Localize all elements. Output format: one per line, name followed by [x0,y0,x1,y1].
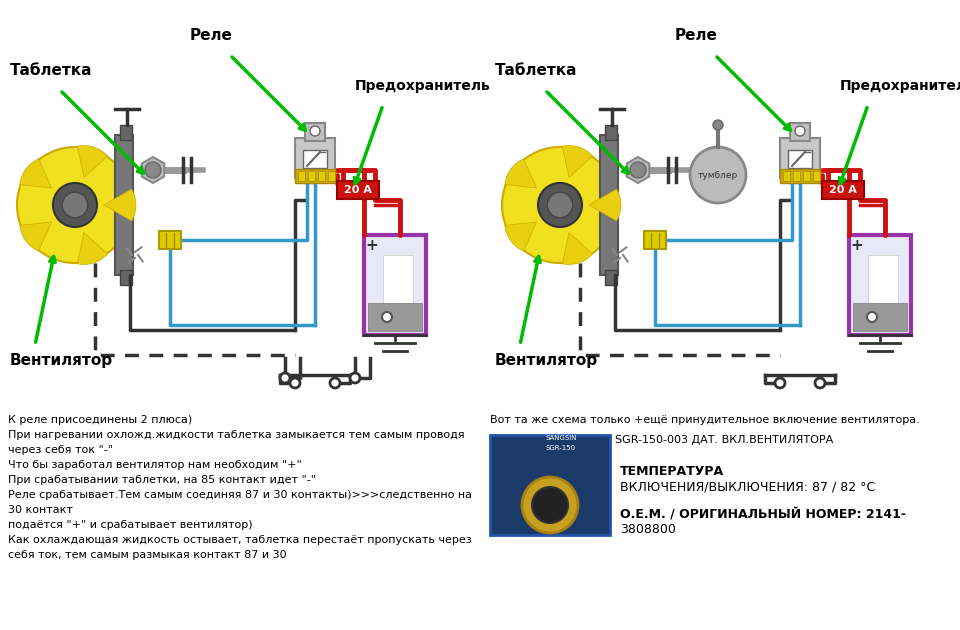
Text: SGR-150: SGR-150 [545,445,575,451]
Circle shape [532,487,568,523]
Bar [780,169,820,183]
Circle shape [290,378,300,388]
Bar [793,171,800,181]
Circle shape [538,183,582,227]
Bar [115,135,133,275]
Circle shape [522,477,578,533]
Wedge shape [505,222,537,251]
Bar [868,255,898,325]
Text: Таблетка: Таблетка [10,63,92,78]
Text: Предохранитель: Предохранитель [355,79,491,93]
Text: +: + [366,238,378,253]
Wedge shape [78,146,108,178]
Text: Предохранитель: Предохранитель [840,79,960,93]
Text: 20 А: 20 А [344,185,372,195]
Bar [600,135,618,275]
Bar [120,125,132,140]
Bar [783,171,790,181]
Wedge shape [20,159,52,188]
Bar [308,171,315,181]
Bar [295,138,335,178]
Circle shape [145,162,161,178]
Text: 3808800: 3808800 [620,523,676,536]
Wedge shape [563,146,592,178]
Bar [337,181,379,199]
Circle shape [280,373,290,383]
Text: Вентилятор: Вентилятор [495,353,598,368]
Wedge shape [589,189,621,221]
Text: 30 контакт: 30 контакт [8,505,73,515]
Text: SGR-150-003 ДАТ. ВКЛ.ВЕНТИЛЯТОРА: SGR-150-003 ДАТ. ВКЛ.ВЕНТИЛЯТОРА [615,435,833,445]
Bar [120,270,132,285]
Circle shape [17,147,133,263]
Wedge shape [104,189,136,221]
Text: Реле: Реле [190,28,233,43]
Circle shape [713,120,723,130]
Circle shape [310,126,320,136]
Text: Как охлаждающая жидкость остывает, таблетка перестаёт пропускать через: Как охлаждающая жидкость остывает, табле… [8,535,471,545]
Bar [298,171,305,181]
Text: SANGSIN: SANGSIN [545,435,577,441]
Bar [295,169,335,183]
Circle shape [795,126,805,136]
Bar [318,171,325,181]
Bar [853,303,907,331]
Circle shape [502,147,618,263]
Bar [644,231,666,249]
Circle shape [775,378,785,388]
Bar [788,150,812,168]
Bar [849,235,911,335]
Polygon shape [142,157,164,183]
Circle shape [547,192,573,218]
Bar [813,171,820,181]
Text: При нагревании охложд.жидкости таблетка замыкается тем самым проводя: При нагревании охложд.жидкости таблетка … [8,430,465,440]
Bar [822,181,864,199]
Text: Вентилятор: Вентилятор [10,353,113,368]
Bar [605,125,617,140]
Bar [159,231,181,249]
Text: Вот та же схема только +ещё принудительное включение вентилятора.: Вот та же схема только +ещё принудительн… [490,415,920,425]
Bar [790,123,810,141]
Circle shape [382,312,392,322]
Text: себя ток, тем самым размыкая контакт 87 и 30: себя ток, тем самым размыкая контакт 87 … [8,550,287,560]
Circle shape [630,162,646,178]
Circle shape [867,312,877,322]
Bar [305,123,325,141]
Circle shape [330,378,340,388]
Polygon shape [627,157,649,183]
Wedge shape [78,232,108,265]
Bar [328,171,335,181]
Wedge shape [505,159,537,188]
Wedge shape [563,232,592,265]
Text: Таблетка: Таблетка [495,63,578,78]
Bar [368,303,422,331]
Text: К реле присоединены 2 плюса): К реле присоединены 2 плюса) [8,415,192,425]
Text: подаётся "+" и срабатывает вентилятор): подаётся "+" и срабатывает вентилятор) [8,520,252,530]
Circle shape [690,147,746,203]
Circle shape [350,373,360,383]
Text: +: + [851,238,863,253]
Bar [383,255,413,325]
Text: Реле: Реле [675,28,718,43]
Text: При срабатывании таблетки, на 85 контакт идет "-": При срабатывании таблетки, на 85 контакт… [8,475,316,485]
Text: ТЕМПЕРАТУРА: ТЕМПЕРАТУРА [620,465,724,478]
Circle shape [815,378,825,388]
Wedge shape [20,222,52,251]
Circle shape [62,192,87,218]
Text: Реле срабатывает.Тем самым соединяя 87 и 30 контакты)>>>следственно на: Реле срабатывает.Тем самым соединяя 87 и… [8,490,472,500]
Text: 20 А: 20 А [829,185,857,195]
Text: ВКЛЮЧЕНИЯ/ВЫКЛЮЧЕНИЯ: 87 / 82 °C: ВКЛЮЧЕНИЯ/ВЫКЛЮЧЕНИЯ: 87 / 82 °C [620,480,876,493]
Bar [605,270,617,285]
Text: О.Е.М. / ОРИГИНАЛЬНЫЙ НОМЕР: 2141-: О.Е.М. / ОРИГИНАЛЬНЫЙ НОМЕР: 2141- [620,508,906,521]
Bar [803,171,810,181]
Bar [364,235,426,335]
Circle shape [53,183,97,227]
Bar [303,150,327,168]
Bar [780,138,820,178]
Text: Что бы заработал вентилятор нам необходим "+": Что бы заработал вентилятор нам необходи… [8,460,301,470]
Text: через себя ток "-": через себя ток "-" [8,445,113,455]
Text: тумблер: тумблер [698,171,738,180]
Bar [490,435,610,535]
